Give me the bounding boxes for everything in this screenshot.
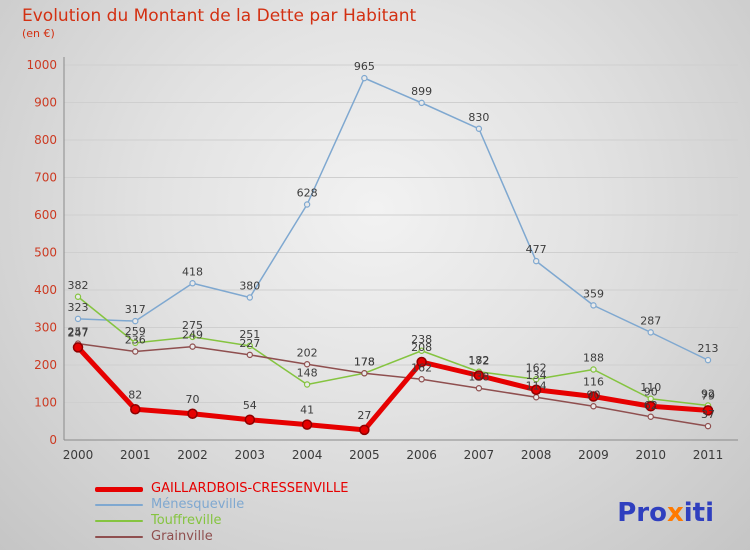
- svg-text:182: 182: [468, 354, 489, 367]
- svg-text:148: 148: [297, 367, 318, 380]
- svg-text:380: 380: [239, 280, 260, 293]
- svg-text:188: 188: [583, 352, 604, 365]
- svg-text:2010: 2010: [635, 448, 666, 462]
- svg-text:238: 238: [411, 333, 432, 346]
- svg-text:2011: 2011: [693, 448, 724, 462]
- svg-text:162: 162: [526, 361, 547, 374]
- svg-text:259: 259: [125, 325, 146, 338]
- svg-text:208: 208: [411, 341, 432, 354]
- svg-text:2009: 2009: [578, 448, 609, 462]
- svg-text:418: 418: [182, 265, 203, 278]
- svg-text:2001: 2001: [120, 448, 151, 462]
- proxiti-logo: Proxiti: [617, 498, 714, 528]
- svg-text:477: 477: [526, 243, 547, 256]
- chart-title: Evolution du Montant de la Dette par Hab…: [22, 6, 417, 26]
- svg-text:62: 62: [644, 399, 658, 412]
- svg-text:2005: 2005: [349, 448, 380, 462]
- legend-item-gaillardbois: GAILLARDBOIS-CRESSENVILLE: [95, 481, 348, 497]
- svg-text:900: 900: [34, 96, 57, 110]
- svg-text:300: 300: [34, 321, 57, 335]
- svg-text:114: 114: [526, 379, 547, 392]
- svg-text:138: 138: [468, 370, 489, 383]
- svg-text:2004: 2004: [292, 448, 323, 462]
- legend-swatch-touffreville: [95, 520, 143, 522]
- svg-text:0: 0: [49, 433, 57, 447]
- svg-text:41: 41: [300, 404, 314, 417]
- svg-text:90: 90: [586, 388, 600, 401]
- svg-text:600: 600: [34, 208, 57, 222]
- chart-subtitle: (en €): [22, 27, 55, 40]
- svg-text:236: 236: [125, 334, 146, 347]
- legend-item-grainville: Grainville: [95, 529, 348, 545]
- plot-area: 0 100 200 300 400 500 600 700 800 900 1000 2000 2001…: [26, 57, 738, 462]
- legend-item-menesqueville: Ménesqueville: [95, 497, 348, 513]
- svg-text:178: 178: [354, 355, 375, 368]
- legend-swatch-grainville: [95, 536, 143, 538]
- svg-text:110: 110: [640, 381, 661, 394]
- svg-text:82: 82: [128, 388, 142, 401]
- legend-swatch-gaillardbois: [95, 486, 143, 492]
- logo-text-pro: Pro: [617, 498, 667, 528]
- svg-text:899: 899: [411, 85, 432, 98]
- svg-text:2002: 2002: [177, 448, 208, 462]
- svg-text:227: 227: [239, 337, 260, 350]
- svg-text:287: 287: [640, 314, 661, 327]
- legend: GAILLARDBOIS-CRESSENVILLE Ménesqueville …: [95, 481, 348, 545]
- legend-swatch-menesqueville: [95, 504, 143, 506]
- svg-text:90: 90: [644, 385, 658, 398]
- svg-text:317: 317: [125, 303, 146, 316]
- svg-text:251: 251: [239, 328, 260, 341]
- svg-text:79: 79: [701, 389, 715, 402]
- legend-item-touffreville: Touffreville: [95, 513, 348, 529]
- svg-text:2006: 2006: [406, 448, 437, 462]
- svg-text:116: 116: [583, 376, 604, 389]
- svg-text:400: 400: [34, 283, 57, 297]
- svg-text:2000: 2000: [63, 448, 94, 462]
- svg-text:247: 247: [68, 326, 89, 339]
- svg-text:27: 27: [357, 409, 371, 422]
- svg-text:134: 134: [526, 369, 547, 382]
- svg-text:92: 92: [701, 388, 715, 401]
- svg-text:700: 700: [34, 171, 57, 185]
- svg-text:70: 70: [186, 393, 200, 406]
- legend-label-gaillardbois: GAILLARDBOIS-CRESSENVILLE: [151, 481, 349, 496]
- legend-label-grainville: Grainville: [151, 529, 213, 544]
- legend-label-menesqueville: Ménesqueville: [151, 497, 245, 512]
- svg-text:249: 249: [182, 329, 203, 342]
- svg-text:500: 500: [34, 246, 57, 260]
- logo-text-iti: iti: [683, 498, 714, 528]
- svg-text:830: 830: [468, 111, 489, 124]
- svg-text:100: 100: [34, 396, 57, 410]
- svg-text:37: 37: [701, 408, 715, 421]
- logo-text-x: x: [666, 498, 684, 528]
- svg-text:257: 257: [68, 326, 89, 339]
- svg-text:2003: 2003: [235, 448, 266, 462]
- svg-text:2008: 2008: [521, 448, 552, 462]
- svg-text:323: 323: [68, 301, 89, 314]
- svg-text:54: 54: [243, 399, 257, 412]
- svg-text:965: 965: [354, 60, 375, 73]
- svg-text:202: 202: [297, 346, 318, 359]
- svg-text:200: 200: [34, 358, 57, 372]
- svg-text:275: 275: [182, 319, 203, 332]
- svg-text:382: 382: [68, 279, 89, 292]
- svg-text:1000: 1000: [26, 58, 57, 72]
- svg-text:2007: 2007: [464, 448, 495, 462]
- svg-text:359: 359: [583, 287, 604, 300]
- svg-text:213: 213: [698, 342, 719, 355]
- svg-text:800: 800: [34, 133, 57, 147]
- svg-text:178: 178: [354, 355, 375, 368]
- svg-text:172: 172: [468, 355, 489, 368]
- legend-label-touffreville: Touffreville: [151, 513, 222, 528]
- svg-text:628: 628: [297, 187, 318, 200]
- svg-text:162: 162: [411, 361, 432, 374]
